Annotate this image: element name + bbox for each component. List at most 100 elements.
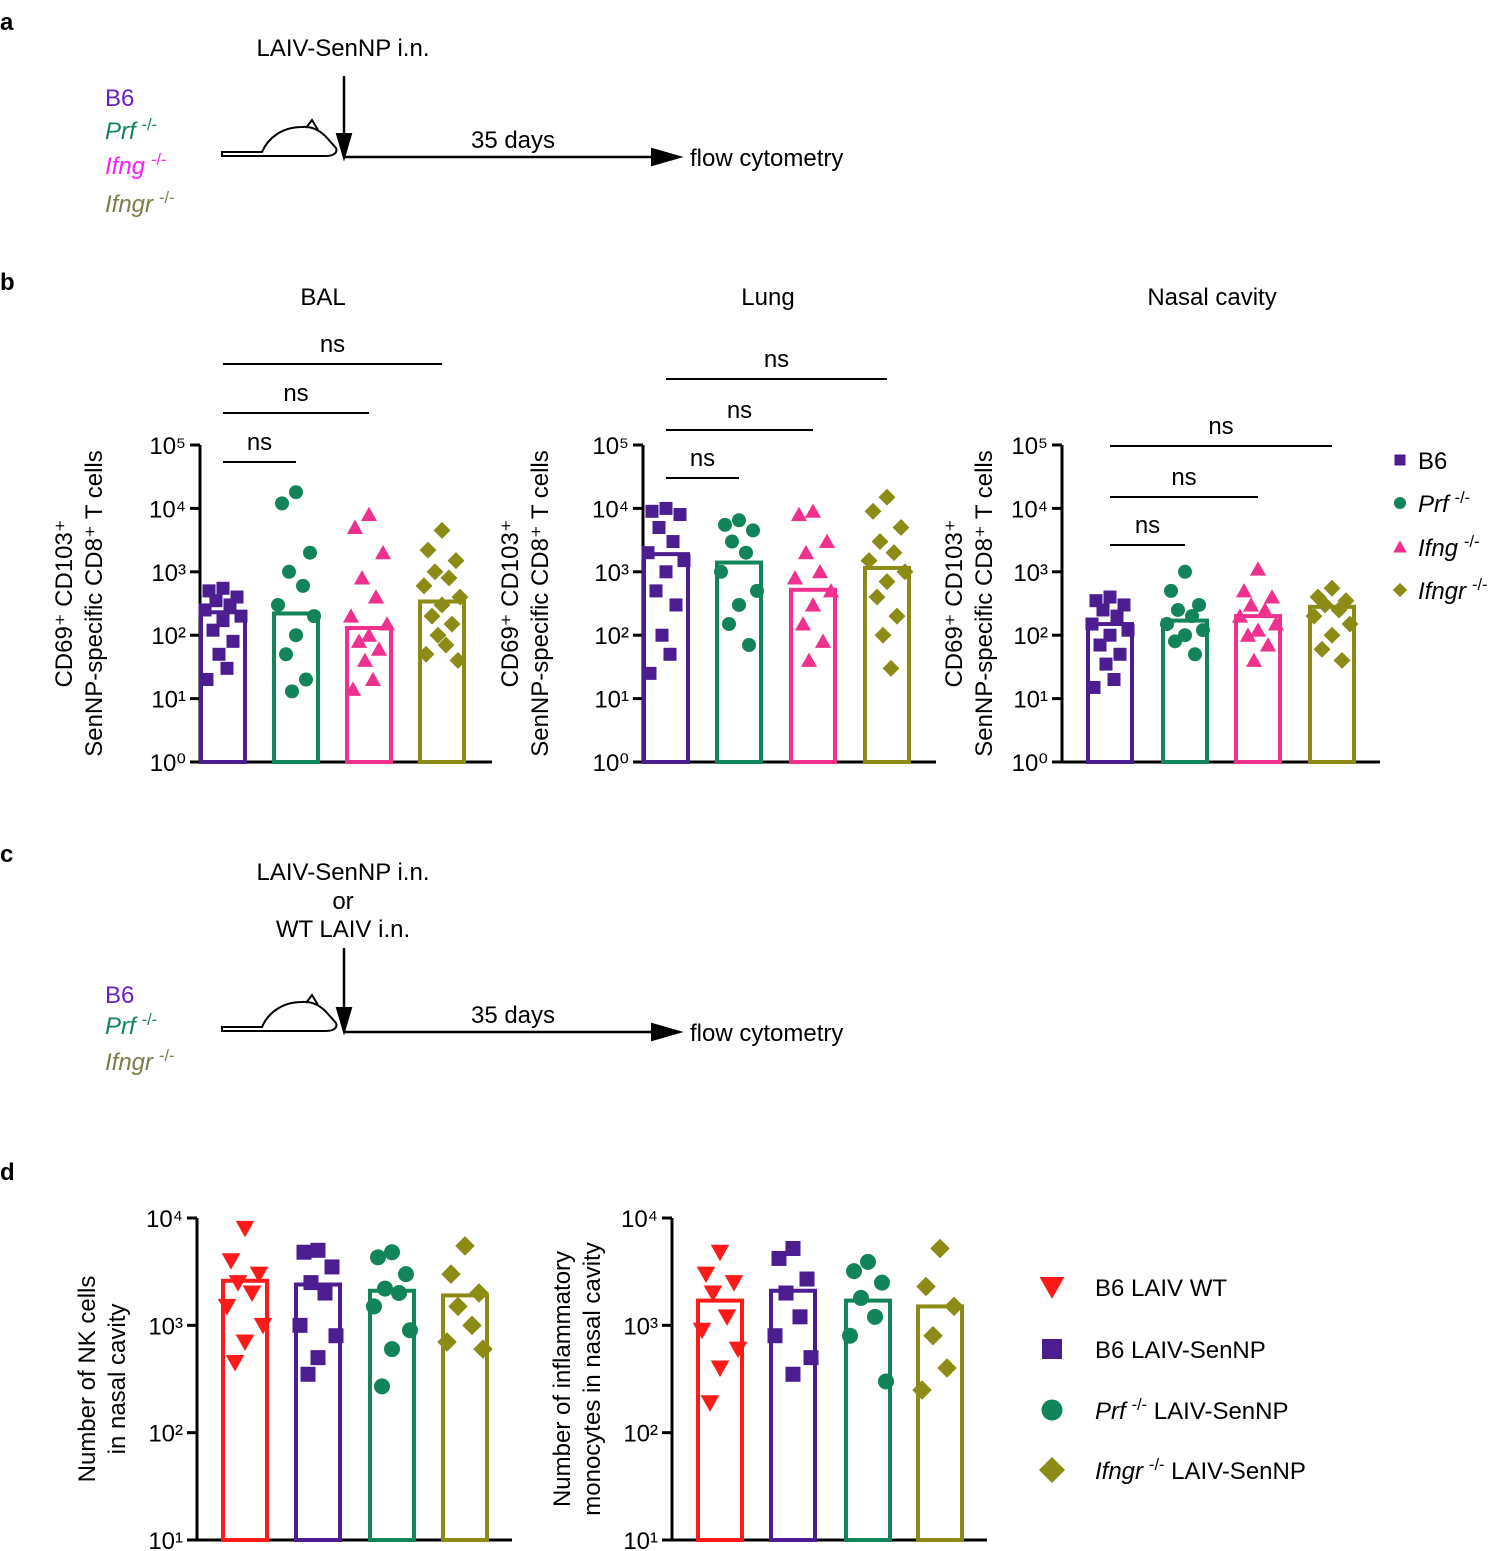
y-tick-label: 10⁴ [1011,496,1048,523]
point [659,501,673,515]
point [1121,623,1135,637]
point [666,535,680,549]
point [860,1253,876,1270]
point [710,1244,730,1262]
y-tick-label: 10² [151,623,186,650]
point [1093,638,1107,652]
point [882,659,900,677]
point [778,1285,794,1301]
label-part: Prf [105,118,138,145]
point [1231,608,1249,623]
point [659,565,673,579]
point [797,544,815,560]
point [360,627,378,642]
point [785,1240,801,1256]
point [724,1275,744,1292]
point [786,570,804,585]
bar [863,565,911,765]
point [1249,622,1267,637]
y-tick-label: 10¹ [1013,687,1048,714]
comparison-label: ns [690,445,715,472]
readout: flow cytometry [690,145,843,172]
point [235,1334,255,1351]
point [785,1366,801,1382]
y-axis-label: SenNP-specific CD8⁺ T cells [527,450,554,757]
treatment: or [332,888,353,915]
point [1096,603,1110,617]
point [746,523,760,538]
point [271,597,285,612]
point [310,1350,326,1366]
label-part: B6 [1418,448,1447,475]
point [200,673,214,687]
point [673,508,687,522]
point [923,1325,943,1346]
label-part: -/- [159,1047,174,1065]
point [225,1355,245,1372]
y-tick-label: 10³ [623,1313,658,1340]
point [1110,609,1124,623]
rich-label: B6 LAIV WT [1095,1275,1227,1302]
duration: 35 days [471,1002,555,1029]
point [767,1328,783,1344]
point [645,504,659,518]
point [296,1244,312,1260]
point [209,594,223,608]
legend-marker [1041,1399,1063,1421]
point [1263,589,1281,604]
bar [642,552,690,764]
point [677,554,691,568]
point [710,1360,730,1378]
point [818,533,836,549]
comparison-label: ns [247,429,272,456]
y-tick-label: 10² [148,1421,183,1448]
point [732,597,746,612]
point [391,1285,407,1302]
point [350,633,368,648]
y-tick-label: 10⁴ [621,1206,658,1233]
panel-label: a [0,9,14,36]
point [221,1253,241,1270]
point [226,634,240,648]
point [1113,647,1127,661]
point [366,1298,382,1315]
label-part: Ifngr [105,191,154,218]
bar [696,1298,744,1543]
point [282,564,296,579]
point [1196,623,1210,638]
point [398,1266,414,1283]
point [700,1395,720,1412]
comparison-label: ns [727,397,752,424]
label-part: -/- [159,189,174,207]
point [443,615,461,633]
point [1259,637,1277,652]
treatment: WT LAIV i.n. [276,916,410,943]
arrow-head [651,147,684,167]
point [451,588,469,606]
point [300,1366,316,1382]
point [307,609,321,624]
point [370,641,388,656]
point [878,573,896,591]
point [867,1308,883,1325]
point [892,519,910,536]
point [714,564,728,579]
point [449,651,467,669]
point [469,1283,489,1303]
point [1245,652,1263,667]
rich-label: Prf -/- LAIV-SenNP [1095,1396,1289,1425]
y-axis-label: CD69⁺ CD103⁺ [497,519,524,687]
point [440,569,458,587]
point [1305,607,1323,625]
point [1333,651,1351,669]
point [228,1275,248,1292]
point [871,533,889,551]
legend-marker [1039,1277,1065,1299]
readout: flow cytometry [690,1020,843,1047]
point [216,581,230,595]
y-tick-label: 10² [623,1421,658,1448]
y-axis-label: CD69⁺ CD103⁺ [51,519,78,687]
legend-marker [1039,1457,1065,1483]
rich-label: B6 [105,85,134,112]
point [1107,673,1121,687]
